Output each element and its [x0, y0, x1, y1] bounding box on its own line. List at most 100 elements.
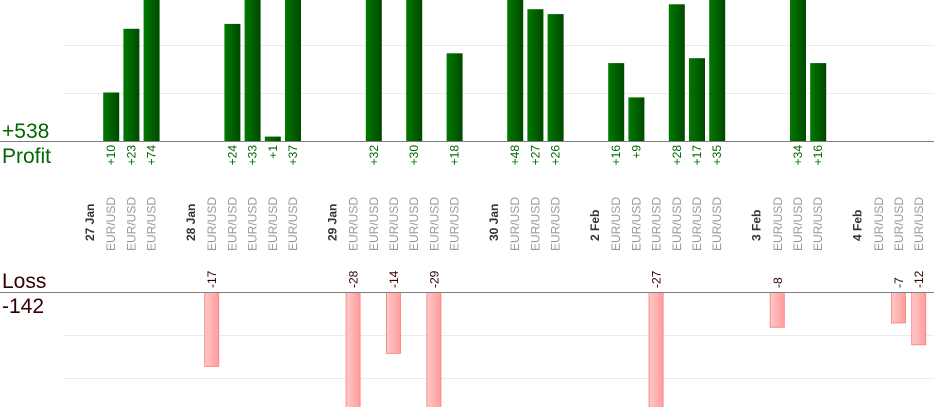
loss-value-label: -28: [347, 270, 361, 288]
loss-total: -142: [2, 295, 44, 318]
loss-bar: [891, 292, 906, 324]
profit-value-label: +35: [710, 145, 724, 166]
profit-value-label: +37: [286, 145, 300, 166]
symbol-label: EUR/USD: [912, 197, 926, 251]
profit-value-label: +16: [811, 145, 825, 166]
loss-value-label: -17: [205, 270, 219, 288]
symbol-label: EUR/USD: [387, 197, 401, 251]
profit-bar: [285, 0, 301, 141]
symbol-label: EUR/USD: [710, 197, 724, 251]
symbol-label: EUR/USD: [872, 197, 886, 251]
symbol-label: EUR/USD: [367, 197, 381, 251]
loss-value-label: -12: [912, 270, 926, 288]
profit-bar: [790, 0, 806, 141]
symbol-label: EUR/USD: [347, 197, 361, 251]
symbol-label: EUR/USD: [427, 197, 441, 251]
loss-value-label: -29: [427, 270, 441, 288]
labels: 27 Jan EUR/USD +10 EUR/USD +23 EUR/USD +74 28 J…: [83, 145, 926, 288]
profit-value-label: +74: [145, 145, 159, 166]
date-label: 30 Jan: [487, 204, 501, 241]
symbol-label: EUR/USD: [124, 197, 138, 251]
profit-bar: [689, 58, 705, 141]
profit-value-label: +17: [690, 145, 704, 166]
loss-bars: [204, 292, 927, 407]
profit-value-label: +10: [104, 145, 118, 166]
profit-bar: [507, 0, 524, 141]
profit-bar: [608, 63, 625, 141]
profit-value-label: +30: [407, 145, 421, 166]
loss-bar: [769, 292, 785, 328]
loss-label: Loss: [2, 270, 46, 293]
profit-bar: [224, 23, 241, 141]
profit-bar: [810, 63, 827, 141]
loss-bar: [204, 292, 220, 367]
profit-value-label: +48: [508, 145, 522, 166]
symbol-label: EUR/USD: [266, 197, 280, 251]
symbol-label: EUR/USD: [246, 197, 260, 251]
profit-value-label: +27: [528, 145, 542, 166]
profit-bar: [406, 0, 423, 141]
symbol-label: EUR/USD: [690, 197, 704, 251]
profit-value-label: +32: [367, 145, 381, 166]
symbol-label: EUR/USD: [791, 197, 805, 251]
profit-bar: [244, 0, 261, 141]
symbol-label: EUR/USD: [629, 197, 643, 251]
symbol-label: EUR/USD: [286, 197, 300, 251]
profit-value-label: +26: [549, 145, 563, 166]
profit-value-label: +16: [609, 145, 623, 166]
profit-value-label: +9: [629, 145, 643, 159]
loss-bar: [386, 292, 401, 354]
symbol-label: EUR/USD: [528, 197, 542, 251]
date-label: 3 Feb: [750, 210, 764, 241]
profit-label: Profit: [2, 145, 51, 168]
symbol-label: EUR/USD: [205, 197, 219, 251]
profit-bar: [264, 136, 281, 141]
symbol-label: EUR/USD: [549, 197, 563, 251]
symbol-label: EUR/USD: [448, 197, 462, 251]
profit-value-label: +18: [448, 145, 462, 166]
profit-value-label: +34: [791, 145, 805, 166]
symbol-label: EUR/USD: [670, 197, 684, 251]
profit-bar: [527, 9, 544, 141]
profit-bar: [103, 92, 120, 141]
profit-bar: [123, 28, 140, 141]
profit-bars: [103, 0, 827, 141]
loss-value-label: -14: [387, 270, 401, 288]
profit-value-label: +23: [124, 145, 138, 166]
symbol-label: EUR/USD: [609, 197, 623, 251]
symbol-label: EUR/USD: [407, 197, 421, 251]
loss-value-label: -8: [771, 277, 785, 288]
profit-bar: [668, 4, 685, 141]
symbol-label: EUR/USD: [508, 197, 522, 251]
symbol-label: EUR/USD: [225, 197, 239, 251]
loss-bar: [345, 292, 361, 407]
date-label: 29 Jan: [325, 204, 339, 241]
symbol-label: EUR/USD: [145, 197, 159, 251]
profit-value-label: +24: [225, 145, 239, 166]
symbol-label: EUR/USD: [104, 197, 118, 251]
symbol-label: EUR/USD: [892, 197, 906, 251]
profit-value-label: +1: [266, 145, 280, 159]
loss-bar: [911, 292, 927, 346]
loss-bar: [648, 292, 664, 407]
loss-bar: [426, 292, 442, 407]
profit-total: +538: [2, 120, 49, 143]
symbol-label: EUR/USD: [650, 197, 664, 251]
loss-value-label: -7: [892, 277, 906, 288]
profit-bar: [365, 0, 382, 141]
loss-value-label: -27: [650, 270, 664, 288]
date-label: 4 Feb: [851, 210, 865, 241]
date-label: 28 Jan: [184, 204, 198, 241]
profit-bar: [547, 14, 564, 141]
profit-bar: [709, 0, 726, 141]
date-label: 2 Feb: [588, 210, 602, 241]
profit-value-label: +33: [246, 145, 260, 166]
symbol-label: EUR/USD: [771, 197, 785, 251]
profit-value-label: +28: [670, 145, 684, 166]
profit-bar: [143, 0, 160, 141]
date-label: 27 Jan: [83, 204, 97, 241]
profit-bar: [446, 53, 463, 141]
profit-bar: [628, 97, 645, 141]
symbol-label: EUR/USD: [811, 197, 825, 251]
